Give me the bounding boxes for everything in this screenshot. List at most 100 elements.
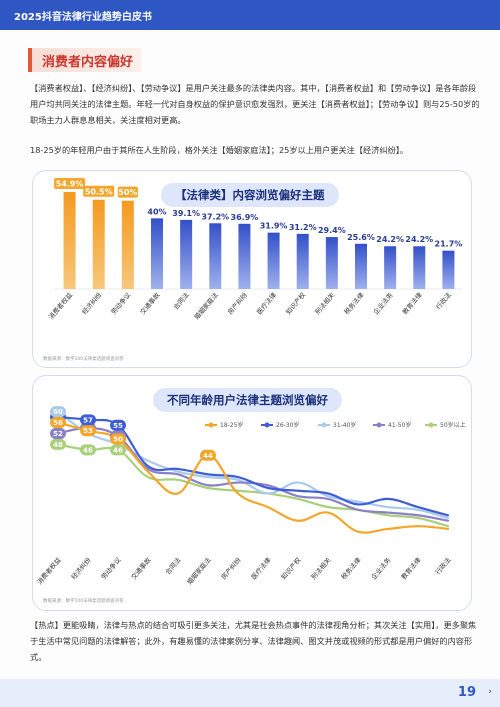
bar-category-label: 房产纠纷 bbox=[225, 290, 249, 316]
paragraph-intro: 【消费者权益】、【经济纠纷】、【劳动争议】是用户关注最多的法律类内容。其中，【消… bbox=[30, 83, 480, 125]
bar-chart: 54.9% 消费者权益 50.5% 经济纠纷 50% 劳动争议 40% 交通事故 39.1% 合同… bbox=[46, 178, 463, 321]
point-callout-label: 44 bbox=[203, 452, 213, 460]
bar-category-label: 交通事故 bbox=[138, 290, 162, 316]
bar-value-label: 24.2% bbox=[376, 235, 404, 244]
legend-marker bbox=[208, 422, 214, 428]
chevron-right-icon: › bbox=[488, 687, 492, 697]
line-category-label: 房产纠纷 bbox=[219, 555, 243, 581]
bar bbox=[296, 233, 309, 289]
paragraph-format: 【热点】更能吸睛，法律与热点的结合可吸引更多关注，尤其是社会热点事件的法律视角分… bbox=[30, 620, 477, 662]
line-category-label: 企业法务 bbox=[369, 555, 393, 581]
bar bbox=[442, 250, 455, 289]
bar-value-label: 50.5% bbox=[85, 187, 113, 196]
legend-label: 26-30岁 bbox=[276, 421, 299, 429]
bar-value-label: 25.6% bbox=[347, 233, 375, 242]
bar bbox=[63, 192, 76, 289]
point-callout-bg bbox=[200, 449, 216, 461]
line-category-label: 婚姻家庭法 bbox=[185, 555, 213, 586]
bar bbox=[209, 223, 222, 289]
bar-category-label: 税务法律 bbox=[342, 290, 366, 316]
bar-value-label: 37.2% bbox=[201, 212, 229, 221]
point-callout-label: 46 bbox=[83, 446, 93, 454]
line-category-label: 消费者权益 bbox=[35, 555, 63, 586]
bar bbox=[238, 223, 251, 289]
line-category-label: 刑法相关 bbox=[309, 555, 333, 581]
bar-category-label: 经济纠纷 bbox=[80, 290, 104, 316]
line-chart-card: 不同年龄用户法律主题浏览偏好 18-25岁 26-30岁 31-40岁 41-50岁 5… bbox=[32, 375, 472, 611]
legend-marker bbox=[376, 422, 382, 428]
legend-marker bbox=[321, 422, 327, 428]
bar-value-label: 36.9% bbox=[231, 213, 259, 222]
line-category-label: 交通事故 bbox=[129, 555, 153, 581]
legend-label: 31-40岁 bbox=[333, 421, 356, 429]
bar bbox=[325, 237, 338, 289]
paragraph-age: 18-25岁的年轻用户由于其所在人生阶段，格外关注【婚姻家庭法】；25岁以上用户… bbox=[30, 145, 409, 155]
bar-category-label: 行政法 bbox=[434, 290, 454, 311]
point-callout-bg bbox=[110, 419, 126, 431]
bar bbox=[92, 199, 105, 289]
header-bar: 2025抖音法律行业趋势白皮书 bbox=[0, 0, 500, 30]
point-callout-label: 55 bbox=[113, 422, 123, 430]
section-title: 消费者内容偏好 bbox=[28, 48, 142, 72]
legend-marker bbox=[428, 422, 434, 428]
bar-category-label: 合同法 bbox=[171, 290, 191, 311]
point-callout-bg bbox=[110, 433, 126, 445]
line-category-label: 知识产权 bbox=[279, 555, 303, 581]
line-category-label: 劳动争议 bbox=[99, 555, 123, 581]
line-chart-title: 不同年龄用户法律主题浏览偏好 bbox=[153, 388, 342, 412]
point-callout-label: 46 bbox=[113, 446, 123, 454]
point-callout-bg bbox=[110, 444, 126, 456]
bar-chart-source: 数据来源：数字100法律类话题调查问卷 bbox=[43, 357, 124, 362]
bar bbox=[267, 232, 280, 289]
line-category-label: 医疗法律 bbox=[249, 555, 273, 581]
bar-category-label: 医疗法律 bbox=[254, 290, 278, 316]
bar-value-label: 31.2% bbox=[289, 223, 317, 232]
bar-category-label: 消费者权益 bbox=[46, 290, 74, 321]
bar-label-bg bbox=[54, 178, 86, 190]
legend-label: 18-25岁 bbox=[220, 421, 243, 429]
line-category-label: 经济纠纷 bbox=[69, 555, 93, 581]
bar bbox=[180, 219, 193, 289]
point-callout-label: 50 bbox=[113, 435, 123, 443]
legend-label: 41-50岁 bbox=[388, 421, 411, 429]
bar-chart-card: 【法律类】内容浏览偏好主题 54.9% 消费者权益 50.5% 经济纠纷 50% 劳动争议… bbox=[32, 170, 472, 368]
bar-value-label: 31.9% bbox=[260, 222, 288, 231]
bar-value-label: 39.1% bbox=[172, 209, 200, 218]
bar-value-label: 40% bbox=[147, 207, 166, 216]
footer-bar bbox=[0, 679, 500, 707]
legend-marker bbox=[264, 422, 270, 428]
bar bbox=[413, 246, 426, 289]
bar-category-label: 婚姻家庭法 bbox=[192, 290, 220, 321]
bar-value-label: 29.4% bbox=[318, 226, 346, 235]
point-callout-label: 57 bbox=[83, 416, 93, 424]
point-callout-bg bbox=[50, 427, 66, 439]
point-callout-bg bbox=[50, 417, 66, 429]
point-callout-label: 48 bbox=[53, 441, 63, 449]
line-category-label: 合同法 bbox=[163, 555, 183, 576]
line-category-label: 行政法 bbox=[433, 555, 453, 576]
bar-category-label: 劳动争议 bbox=[109, 290, 133, 316]
bar-category-label: 教育法律 bbox=[400, 290, 424, 316]
point-callout-label: 56 bbox=[53, 419, 63, 427]
bar-category-label: 知识产权 bbox=[284, 290, 308, 316]
point-callout-bg bbox=[80, 425, 96, 437]
point-callout-label: 52 bbox=[53, 430, 63, 438]
bar-label-bg bbox=[83, 185, 115, 197]
point-callout-bg bbox=[50, 438, 66, 450]
bar-value-label: 24.2% bbox=[405, 235, 433, 244]
bar-value-label: 54.9% bbox=[56, 180, 84, 189]
bar-chart-title: 【法律类】内容浏览偏好主题 bbox=[161, 183, 339, 207]
bar-value-label: 21.7% bbox=[435, 240, 463, 249]
legend-label: 50岁以上 bbox=[440, 421, 466, 429]
bar bbox=[121, 200, 134, 289]
series-line bbox=[56, 443, 450, 528]
point-callout-label: 60 bbox=[53, 408, 63, 416]
line-category-label: 教育法律 bbox=[399, 555, 423, 581]
point-callout-bg bbox=[50, 406, 66, 418]
line-category-label: 税务法律 bbox=[339, 555, 363, 581]
bar-category-label: 企业法务 bbox=[371, 290, 395, 316]
bar bbox=[151, 218, 163, 289]
line-chart-source: 数据来源：数字100法律类话题调查问卷 bbox=[43, 599, 124, 604]
point-callout-label: 53 bbox=[83, 427, 93, 435]
point-callout-bg bbox=[80, 444, 96, 456]
